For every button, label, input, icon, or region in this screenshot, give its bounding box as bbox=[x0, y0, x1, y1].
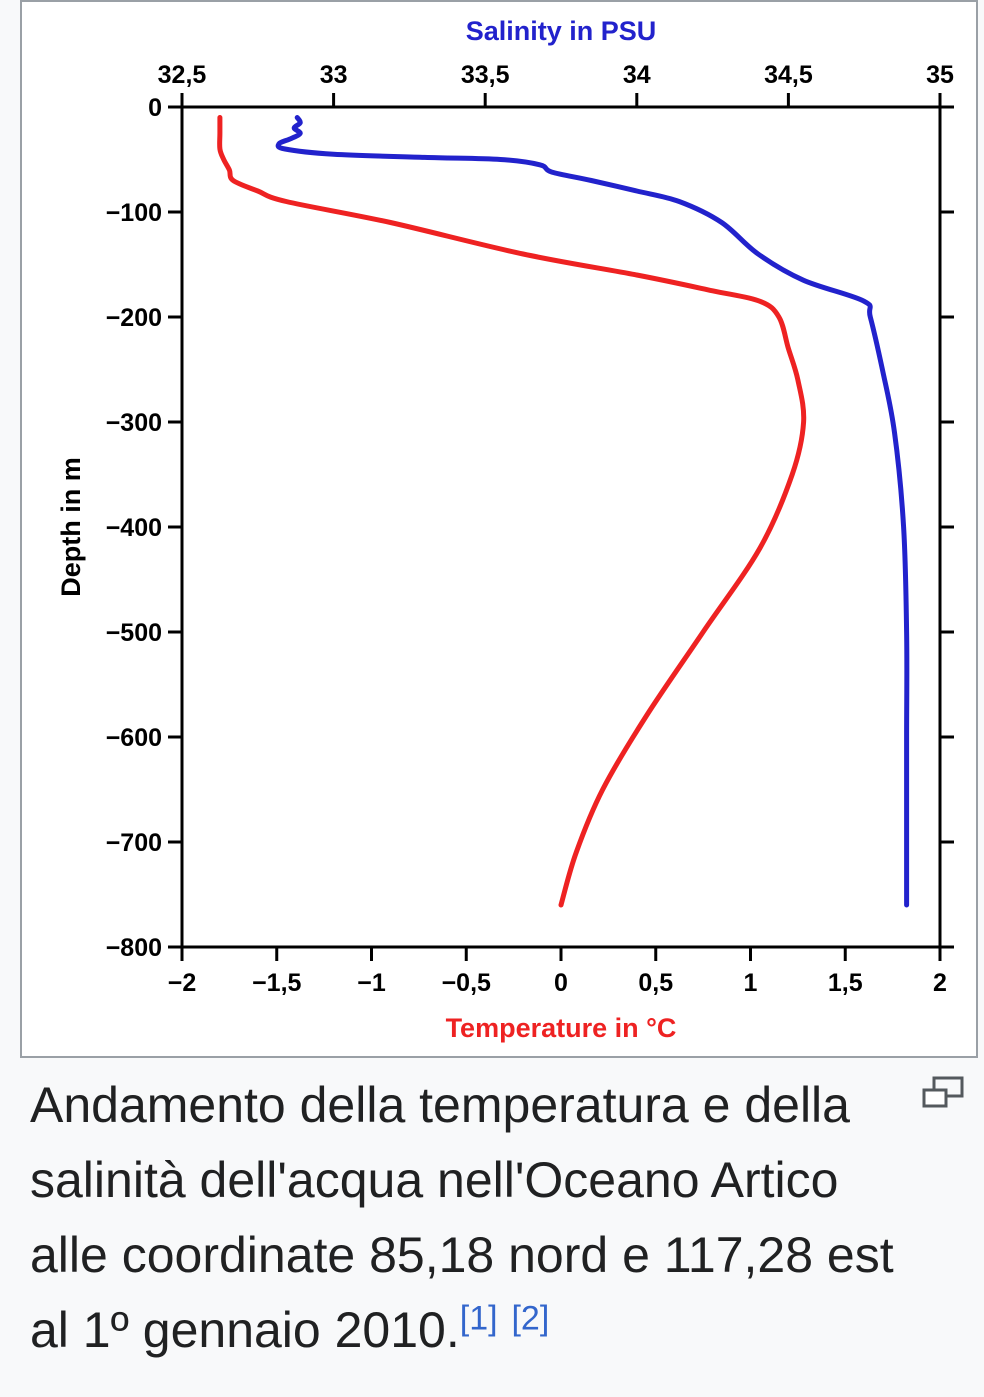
x-top-tick-label: 34 bbox=[623, 61, 651, 89]
temperature-axis-title: Temperature in °C bbox=[446, 1013, 677, 1043]
reference-link-2[interactable]: [2] bbox=[511, 1299, 550, 1338]
enlarge-icon[interactable] bbox=[920, 1075, 966, 1111]
x-bottom-tick-label: 1,5 bbox=[828, 969, 863, 997]
y-tick-label: −100 bbox=[106, 199, 162, 227]
y-tick-label: −700 bbox=[106, 829, 162, 857]
x-bottom-tick-label: −2 bbox=[168, 969, 197, 997]
x-bottom-tick-label: 0 bbox=[554, 969, 568, 997]
x-top-tick-label: 35 bbox=[926, 61, 954, 89]
figure-caption: Andamento della temperatura e della sali… bbox=[30, 1068, 910, 1368]
y-tick-label: −300 bbox=[106, 409, 162, 437]
temperature-series-line bbox=[217, 115, 807, 908]
x-bottom-tick-label: 0,5 bbox=[638, 969, 673, 997]
y-tick-label: 0 bbox=[148, 94, 162, 122]
depth-profile-chart: 0 −100 −200 −300 −400 −500 −600 −700 −800−2 −1,5 −… bbox=[56, 16, 954, 1043]
plot-area-frame bbox=[180, 105, 942, 949]
depth-axis-title: Depth in m bbox=[56, 457, 86, 597]
y-tick-label: −400 bbox=[106, 514, 162, 542]
x-bottom-tick-label: −1,5 bbox=[252, 969, 301, 997]
reference-link-1[interactable]: [1] bbox=[459, 1299, 498, 1338]
figure-frame: 0 −100 −200 −300 −400 −500 −600 −700 −800 −2 −1,5 −… bbox=[20, 0, 978, 1058]
x-top-tick-label: 32,5 bbox=[158, 61, 207, 89]
y-tick-label: −800 bbox=[106, 934, 162, 962]
y-tick-label: −200 bbox=[106, 304, 162, 332]
salinity-axis-title: Salinity in PSU bbox=[466, 16, 657, 46]
x-bottom-tick-label: −1 bbox=[357, 969, 386, 997]
x-top-tick-label: 33,5 bbox=[461, 61, 510, 89]
salinity-series-line bbox=[275, 115, 910, 908]
x-bottom-tick-label: −0,5 bbox=[442, 969, 491, 997]
x-top-tick-label: 33 bbox=[320, 61, 348, 89]
y-tick-label: −600 bbox=[106, 724, 162, 752]
x-top-tick-label: 34,5 bbox=[764, 61, 813, 89]
x-bottom-tick-label: 2 bbox=[933, 969, 947, 997]
x-bottom-tick-label: 1 bbox=[744, 969, 758, 997]
caption-text: Andamento della temperatura e della sali… bbox=[30, 1077, 894, 1358]
y-tick-label: −500 bbox=[106, 619, 162, 647]
